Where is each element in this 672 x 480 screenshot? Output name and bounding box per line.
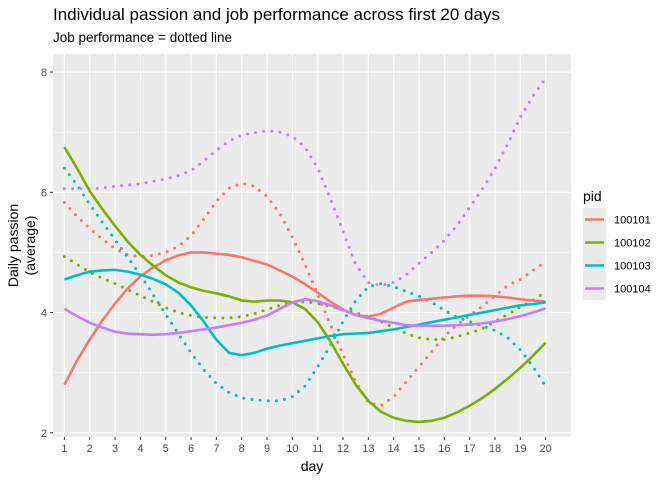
x-tick-label: 1: [61, 443, 67, 455]
x-tick-label: 15: [413, 443, 425, 455]
y-axis-title-line1: Daily passion: [5, 204, 21, 287]
x-tick-label: 18: [489, 443, 501, 455]
performance-line-100104: [62, 76, 548, 288]
series-layer: [62, 76, 548, 424]
legend-label-100103: 100103: [614, 261, 651, 273]
x-tick-label: 8: [239, 443, 245, 455]
chart-subtitle: Job performance = dotted line: [53, 30, 232, 45]
legend-label-100101: 100101: [614, 215, 651, 227]
x-tick-label: 10: [286, 443, 298, 455]
x-tick-label: 13: [362, 443, 374, 455]
passion-line-100101: [63, 251, 546, 386]
passion-line-100104: [63, 298, 547, 337]
x-tick-label: 2: [87, 443, 93, 455]
y-axis-title-line2: (average): [22, 216, 38, 276]
x-tick-label: 7: [213, 443, 219, 455]
x-axis: 1 2 3 4 5 6 7 8 9 10 11 12 13 14 15 16 17 18 19 20: [61, 437, 552, 455]
x-tick-label: 4: [137, 443, 143, 455]
legend-title: pid: [583, 188, 602, 204]
x-tick-label: 9: [264, 443, 270, 455]
x-tick-label: 6: [188, 443, 194, 455]
x-tick-label: 12: [337, 443, 349, 455]
x-tick-label: 16: [438, 443, 450, 455]
x-tick-label: 5: [163, 443, 169, 455]
performance-line-100103: [62, 166, 548, 403]
y-tick-label: 2: [41, 428, 47, 440]
x-tick-label: 20: [540, 443, 552, 455]
y-tick-label: 4: [41, 308, 47, 320]
legend: pid 100101 100102 100103 100104: [583, 188, 651, 300]
y-tick-label: 6: [41, 187, 47, 199]
x-tick-label: 14: [388, 443, 400, 455]
grid-major: [53, 54, 571, 437]
y-tick-label: 8: [41, 67, 47, 79]
legend-label-100102: 100102: [614, 238, 651, 250]
x-tick-label: 17: [464, 443, 476, 455]
legend-label-100104: 100104: [614, 284, 651, 296]
x-tick-label: 11: [312, 443, 323, 455]
performance-line-100101: [62, 181, 548, 408]
y-axis: 2 4 6 8: [41, 67, 53, 440]
performance-line-100102: [62, 255, 548, 342]
chart-title: Individual passion and job performance a…: [53, 5, 500, 24]
x-tick-label: 19: [514, 443, 526, 455]
passion-line-100102: [63, 146, 547, 424]
plot-panel: [53, 54, 571, 437]
passion-line-100103: [63, 268, 546, 357]
x-tick-label: 3: [112, 443, 118, 455]
x-axis-title: day: [301, 458, 324, 474]
